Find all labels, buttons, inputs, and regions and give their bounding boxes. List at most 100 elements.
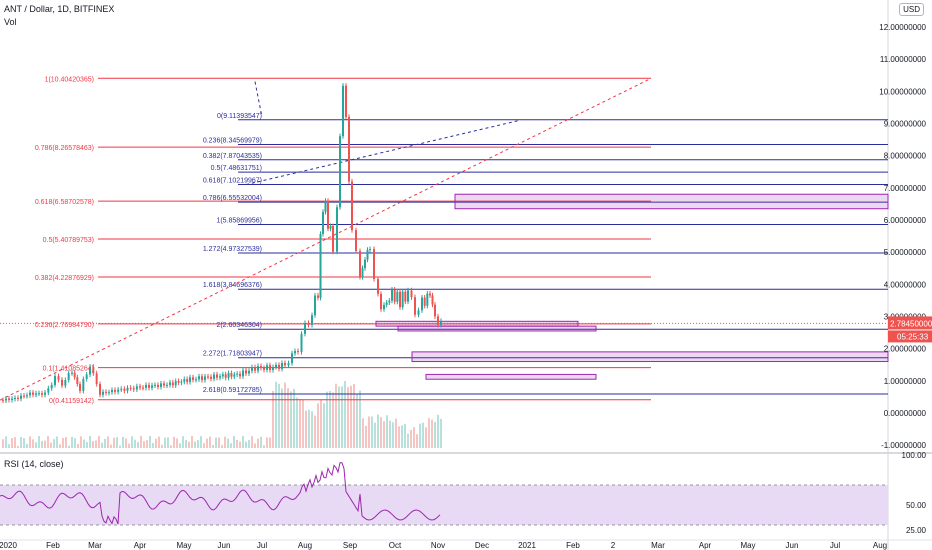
candle-body xyxy=(54,376,56,385)
fib-blue-label: 0.236(8.34569979) xyxy=(203,138,262,145)
volume-bar xyxy=(365,425,367,448)
x-tick-label: May xyxy=(740,541,755,550)
candle-body xyxy=(263,367,265,370)
y-tick-label: 11.00000000 xyxy=(880,55,927,64)
last-price-label: 2.78450000 xyxy=(890,319,932,328)
candle-body xyxy=(366,249,369,260)
candle-body xyxy=(151,385,153,388)
volume-bar xyxy=(161,444,163,448)
volume-bar xyxy=(191,436,193,448)
candle-body xyxy=(41,393,43,395)
volume-bar xyxy=(359,390,361,448)
volume-bar xyxy=(20,437,22,448)
candle-body xyxy=(304,322,306,334)
volume-bar xyxy=(41,440,43,448)
candle-body xyxy=(224,374,227,378)
candle-body xyxy=(148,384,150,388)
candle-body xyxy=(434,304,436,317)
volume-bar xyxy=(74,438,76,448)
volume-bar xyxy=(23,438,25,448)
x-tick-label: Jun xyxy=(218,541,231,550)
volume-bar xyxy=(35,442,37,448)
candle-body xyxy=(355,230,357,252)
volume-bar xyxy=(68,445,70,448)
fib-blue-label: 1.272(4.97327539) xyxy=(203,246,262,253)
candle-body xyxy=(35,393,37,395)
candle-body xyxy=(183,379,186,382)
volume-bar xyxy=(350,385,352,448)
y-tick-label: 12.00000000 xyxy=(879,23,926,32)
volume-bar xyxy=(404,424,406,448)
volume-bar xyxy=(44,440,46,448)
candle-body xyxy=(345,85,347,118)
volume-bar xyxy=(92,441,94,448)
volume-bar xyxy=(356,393,358,448)
fib-blue-label: 0.5(7.48631751) xyxy=(211,165,262,172)
x-tick-label: Jun xyxy=(786,541,799,550)
volume-bar xyxy=(227,438,229,448)
x-tick-label: 2 xyxy=(611,541,616,550)
volume-bar xyxy=(284,382,286,448)
y-tick-label: 0.00000000 xyxy=(884,409,927,418)
candle-body xyxy=(105,391,107,393)
candle-body xyxy=(336,207,338,252)
volume-bar xyxy=(392,422,394,448)
y-tick-label: 2.00000000 xyxy=(884,345,927,354)
candle-body xyxy=(281,363,283,369)
candle-body xyxy=(230,373,233,377)
volume-bar xyxy=(5,436,7,448)
candle-body xyxy=(324,200,327,212)
volume-bar xyxy=(263,445,265,448)
candle-body xyxy=(126,387,129,391)
fib-red-label: 0(0.41159142) xyxy=(49,398,94,405)
volume-bar xyxy=(116,437,118,448)
candle-body xyxy=(319,233,322,298)
candle-body xyxy=(260,366,262,368)
volume-bar xyxy=(440,418,442,448)
trendline-blue-short xyxy=(254,81,263,118)
volume-bar xyxy=(11,437,13,448)
y-tick-label: 8.00000000 xyxy=(884,152,927,161)
volume-bar xyxy=(311,411,313,448)
volume-bar xyxy=(209,436,211,448)
volume-bar xyxy=(314,415,316,448)
volume-bar xyxy=(197,440,199,448)
volume-bar xyxy=(407,433,409,448)
volume-bar xyxy=(233,436,235,448)
x-tick-label: 2020 xyxy=(0,541,17,550)
candle-body xyxy=(210,376,212,379)
candle-body xyxy=(233,374,236,377)
candle-body xyxy=(114,389,116,392)
volume-bar xyxy=(125,438,127,448)
candle-body xyxy=(5,398,7,401)
volume-bar xyxy=(140,436,142,448)
volume-bar xyxy=(86,442,88,448)
volume-bar xyxy=(236,439,238,448)
volume-bar xyxy=(53,439,55,448)
candle-body xyxy=(329,226,332,229)
candle-body xyxy=(204,376,206,381)
candle-body xyxy=(71,372,73,374)
last-price-tag xyxy=(888,316,932,330)
y-tick-label: 1.00000000 xyxy=(884,377,927,386)
x-tick-label: Feb xyxy=(566,541,580,550)
volume-bar xyxy=(239,441,241,448)
volume-bar xyxy=(428,418,430,448)
volume-bar xyxy=(323,403,325,448)
candle-body xyxy=(307,322,310,325)
volume-bar xyxy=(305,410,307,448)
y-tick-label: 9.00000000 xyxy=(884,119,927,128)
candle-body xyxy=(132,388,135,390)
y-tick-label: 10.00000000 xyxy=(879,87,926,96)
candle-body xyxy=(85,374,88,380)
currency-button[interactable]: USD xyxy=(899,3,924,16)
fib-red-label: 0.236(2.76984790) xyxy=(35,322,94,329)
candle-body xyxy=(99,384,101,395)
volume-bar xyxy=(383,421,385,448)
volume-bar xyxy=(290,391,292,448)
candle-body xyxy=(417,310,420,315)
volume-bar xyxy=(50,442,52,448)
volume-bar xyxy=(128,443,130,448)
